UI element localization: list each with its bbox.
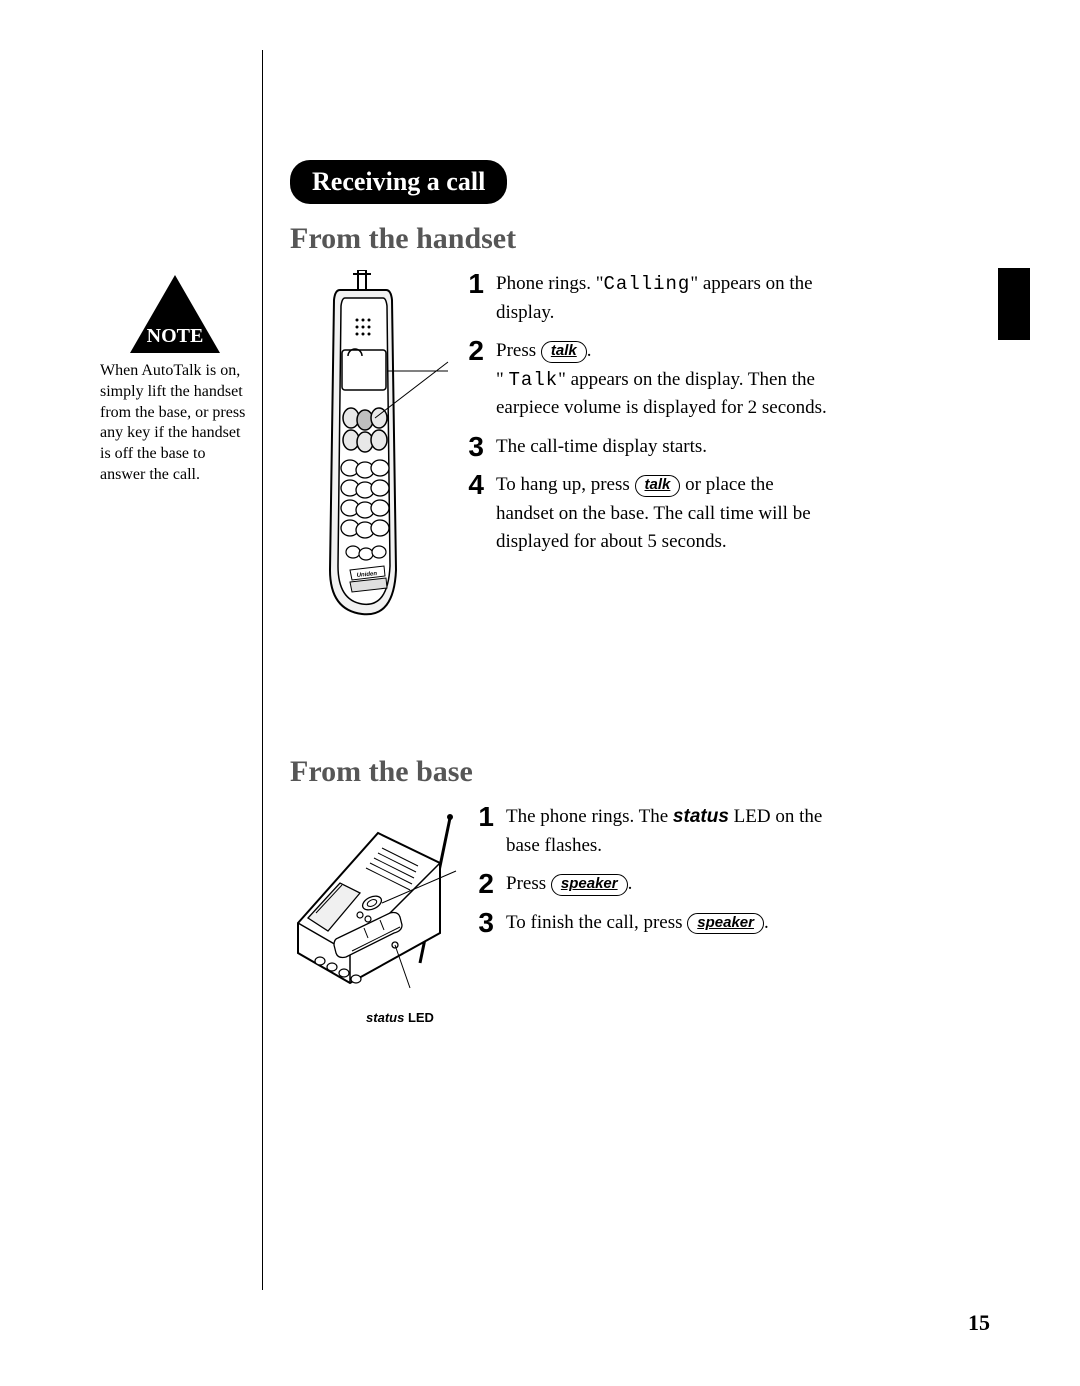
section-title-pill: Receiving a call [290,160,507,204]
step-1: 1 Phone rings. "Calling" appears on the … [462,270,830,327]
note-triangle-icon: NOTE [130,275,220,353]
speaker-key-icon: speaker [687,913,764,935]
note-label: NOTE [130,325,220,348]
handset-steps: 1 Phone rings. "Calling" appears on the … [462,270,830,567]
handset-illustration: Uniden [290,270,450,635]
base-steps: 1 The phone rings. The status LED on the… [472,803,830,947]
step-number: 3 [462,433,484,462]
step-2: 2 Press speaker. [472,870,830,899]
main-content: Receiving a call From the handset [290,160,830,1025]
step-text: Phone rings. "Calling" appears on the di… [496,270,830,327]
step-text: Press speaker. [506,870,830,899]
vertical-divider [262,50,263,1290]
section-heading-handset: From the handset [290,222,830,256]
note-sidebar: NOTE When AutoTalk is on, simply lift th… [100,275,250,486]
talk-key-icon: talk [635,475,681,497]
step-3: 3 To finish the call, press speaker. [472,909,830,938]
talk-key-icon: talk [541,341,587,363]
manual-page: NOTE When AutoTalk is on, simply lift th… [0,0,1080,1386]
section-tab-marker [998,268,1030,340]
step-4: 4 To hang up, press talk or place the ha… [462,471,830,557]
step-number: 2 [472,870,494,899]
step-text: The phone rings. The status LED on the b… [506,803,830,860]
section2-body: status LED 1 The phone rings. The status… [290,803,830,1025]
section-heading-base: From the base [290,755,830,789]
step-text: To finish the call, press speaker. [506,909,830,938]
base-illustration: status LED [290,803,460,1025]
step-2: 2 Press talk. " Talk" appears on the dis… [462,337,830,423]
step-text: The call-time display starts. [496,433,830,462]
speaker-key-icon: speaker [551,874,628,896]
section1-body: Uniden 1 Phone rings. "Calling" appears … [290,270,830,635]
step-number: 1 [472,803,494,860]
page-number: 15 [968,1310,990,1336]
step-text: Press talk. " Talk" appears on the displ… [496,337,830,423]
step-text: To hang up, press talk or place the hand… [496,471,830,557]
step-number: 3 [472,909,494,938]
note-text: When AutoTalk is on, simply lift the han… [100,361,250,486]
step-3: 3 The call-time display starts. [462,433,830,462]
step-number: 4 [462,471,484,557]
status-led-caption: status LED [360,1010,440,1025]
step-number: 1 [462,270,484,327]
step-number: 2 [462,337,484,423]
step-1: 1 The phone rings. The status LED on the… [472,803,830,860]
